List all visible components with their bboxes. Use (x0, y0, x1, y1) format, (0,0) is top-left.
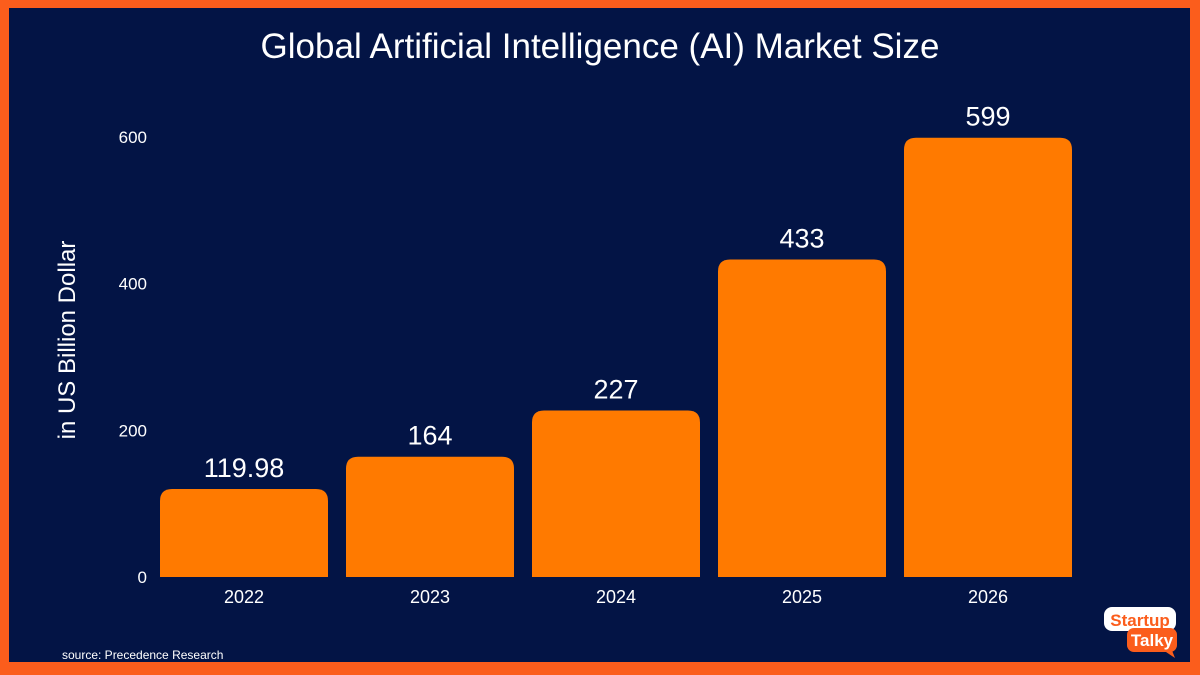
data-label: 599 (965, 102, 1010, 132)
y-tick-label: 400 (119, 275, 147, 294)
bar-2025 (718, 259, 886, 577)
x-tick-label: 2023 (410, 587, 450, 607)
x-tick-label: 2025 (782, 587, 822, 607)
x-tick-label: 2024 (596, 587, 636, 607)
startuptalky-logo: Startup Talky (1104, 607, 1177, 658)
data-label: 164 (407, 421, 452, 451)
bar-2022 (160, 489, 328, 577)
source-note: source: Precedence Research (62, 648, 223, 662)
data-label: 433 (779, 223, 824, 253)
x-tick-label: 2026 (968, 587, 1008, 607)
bar-2023 (346, 456, 514, 577)
y-tick-label: 600 (119, 128, 147, 147)
svg-text:Talky: Talky (1131, 631, 1174, 650)
x-tick-label: 2022 (224, 587, 264, 607)
data-label: 119.98 (204, 453, 285, 483)
y-tick-label: 0 (138, 568, 147, 587)
bar-2026 (904, 137, 1072, 577)
y-axis-label: in US Billion Dollar (54, 241, 81, 440)
chart-title: Global Artificial Intelligence (AI) Mark… (261, 27, 940, 66)
svg-text:Startup: Startup (1110, 611, 1170, 630)
data-label: 227 (593, 375, 638, 405)
bar-2024 (532, 410, 700, 577)
y-tick-label: 200 (119, 421, 147, 440)
